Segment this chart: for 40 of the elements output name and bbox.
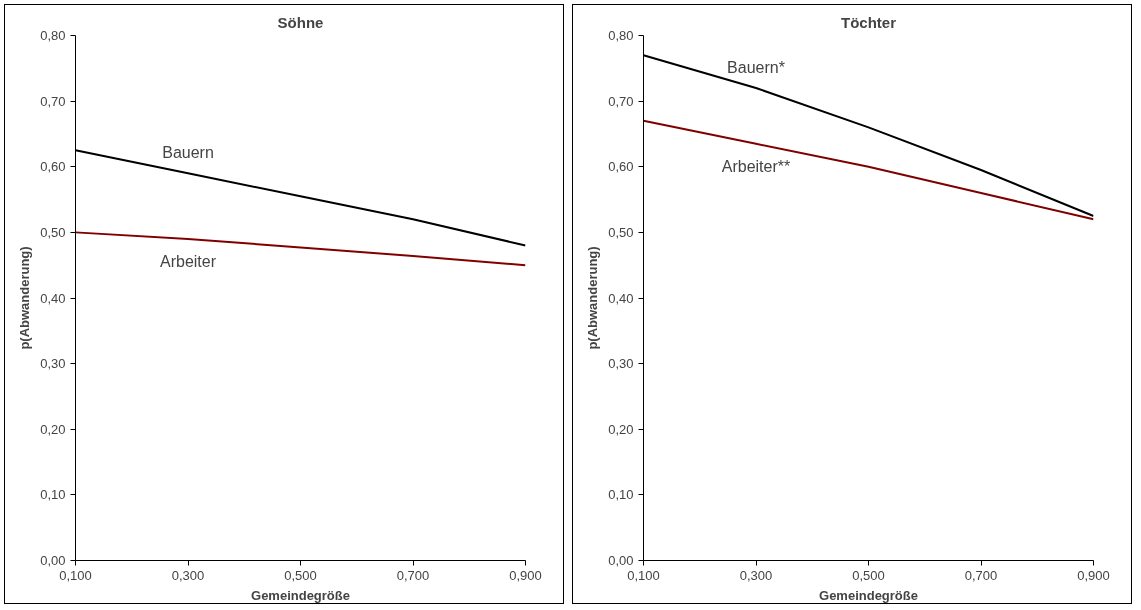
series-label: Bauern xyxy=(162,144,214,162)
x-axis-title: Gemeindegröße xyxy=(819,587,918,603)
x-tick-label: 0,500 xyxy=(284,567,317,583)
y-tick-label: 0,40 xyxy=(608,290,634,306)
line-series xyxy=(75,231,526,267)
y-tick-label: 0,50 xyxy=(40,224,66,240)
line-series xyxy=(643,119,1094,221)
chart-title: Töchter xyxy=(841,13,897,31)
x-tick-label: 0,300 xyxy=(171,567,205,583)
y-tick-label: 0,30 xyxy=(40,356,66,372)
y-tick-label: 0,00 xyxy=(40,553,66,568)
x-tick-label: 0,700 xyxy=(964,567,998,583)
x-tick-label: 0,700 xyxy=(396,567,430,583)
series-label: Arbeiter xyxy=(159,252,217,270)
y-axis-title: p(Abwanderung) xyxy=(17,246,33,350)
y-tick-label: 0,20 xyxy=(608,421,634,437)
chart-title: Söhne xyxy=(277,13,324,31)
x-axis-title: Gemeindegröße xyxy=(251,587,350,603)
x-tick-label: 0,300 xyxy=(739,567,773,583)
series-label: Bauern* xyxy=(727,59,785,76)
y-tick-label: 0,80 xyxy=(608,28,634,43)
x-tick-label: 0,900 xyxy=(509,567,542,583)
y-tick-label: 0,10 xyxy=(608,487,634,503)
x-tick-label: 0,100 xyxy=(59,567,92,583)
y-tick-label: 0,10 xyxy=(40,487,66,503)
y-tick-label: 0,50 xyxy=(608,224,634,240)
y-tick-label: 0,00 xyxy=(608,553,634,568)
y-tick-label: 0,30 xyxy=(608,356,634,372)
y-tick-label: 0,20 xyxy=(40,421,66,437)
y-tick-label: 0,80 xyxy=(40,28,66,43)
y-tick-label: 0,60 xyxy=(608,159,634,175)
series-label: Arbeiter** xyxy=(721,157,791,175)
x-tick-label: 0,500 xyxy=(852,567,885,583)
y-tick-label: 0,70 xyxy=(40,93,66,109)
y-tick-label: 0,40 xyxy=(40,290,66,306)
x-tick-label: 0,900 xyxy=(1077,567,1110,583)
x-tick-label: 0,100 xyxy=(627,567,660,583)
y-tick-label: 0,70 xyxy=(608,93,634,109)
y-axis-title: p(Abwanderung) xyxy=(585,246,601,350)
y-tick-label: 0,60 xyxy=(40,159,66,175)
